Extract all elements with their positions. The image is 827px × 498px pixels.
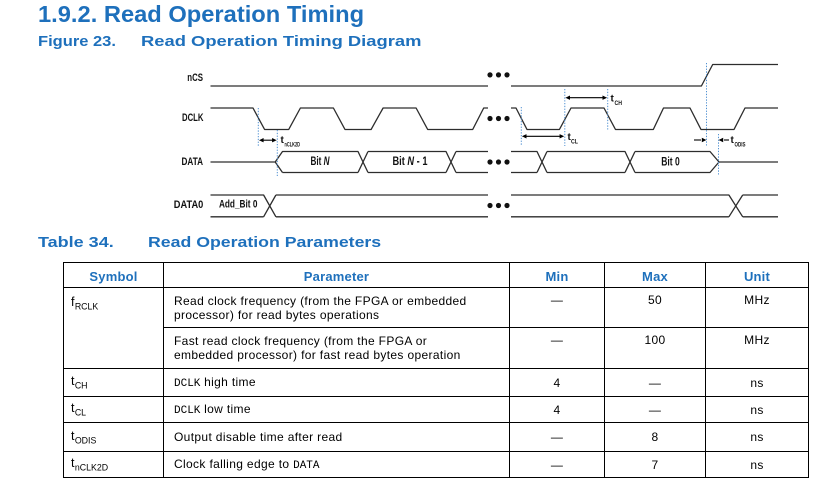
svg-text:Add_Bit 0: Add_Bit 0 (219, 199, 258, 211)
svg-text:Bit N - 1: Bit N - 1 (393, 156, 428, 168)
svg-text:CH: CH (615, 100, 623, 107)
svg-text:t: t (731, 135, 735, 146)
svg-text:Bit N: Bit N (311, 156, 330, 168)
svg-text:Bit 0: Bit 0 (661, 156, 680, 168)
svg-text:t: t (611, 94, 615, 105)
svg-text:DCLK: DCLK (182, 112, 204, 124)
svg-text:DATA0: DATA0 (174, 199, 204, 211)
svg-text:CL: CL (571, 139, 578, 146)
svg-text:ODIS: ODIS (735, 142, 746, 149)
svg-text:DATA: DATA (182, 156, 204, 168)
svg-text:nCS: nCS (187, 72, 203, 84)
svg-text:t: t (568, 132, 572, 143)
svg-text:t: t (281, 135, 285, 146)
svg-text:nCLK2D: nCLK2D (285, 142, 301, 149)
